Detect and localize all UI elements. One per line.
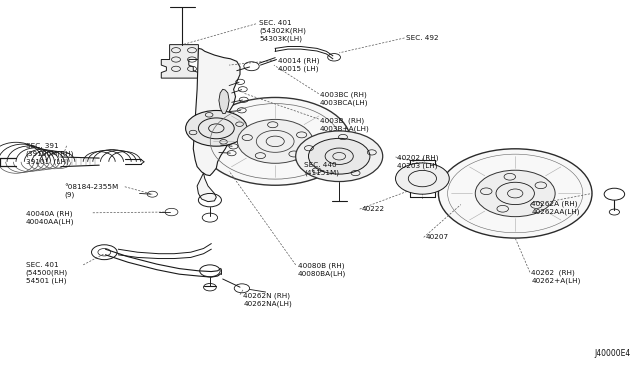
Text: 40262  (RH)
40262+A(LH): 40262 (RH) 40262+A(LH) [531, 270, 580, 284]
Polygon shape [193, 48, 240, 176]
Text: 40262N (RH)
40262NA(LH): 40262N (RH) 40262NA(LH) [243, 292, 292, 307]
Polygon shape [161, 45, 198, 78]
Text: 40262A (RH)
40262AA(LH): 40262A (RH) 40262AA(LH) [531, 201, 580, 215]
Circle shape [308, 138, 370, 174]
Text: J40000E4: J40000E4 [594, 349, 630, 358]
Circle shape [200, 97, 351, 185]
Text: 40080B (RH)
40080BA(LH): 40080B (RH) 40080BA(LH) [298, 262, 346, 277]
Polygon shape [197, 173, 216, 202]
Text: SEC. 440
(41151M): SEC. 440 (41151M) [304, 162, 339, 176]
Circle shape [237, 119, 313, 163]
Circle shape [396, 163, 449, 194]
Text: 4003BC (RH)
4003BCA(LH): 4003BC (RH) 4003BCA(LH) [320, 91, 369, 106]
Circle shape [476, 170, 555, 217]
Text: °08184-2355M
(9): °08184-2355M (9) [64, 184, 118, 198]
Text: 40014 (RH)
40015 (LH): 40014 (RH) 40015 (LH) [278, 58, 320, 72]
Text: SEC. 492: SEC. 492 [406, 35, 439, 41]
Circle shape [296, 131, 383, 182]
Text: 4003B  (RH)
4003B+A(LH): 4003B (RH) 4003B+A(LH) [320, 117, 370, 132]
Text: 40040A (RH)
40040AA(LH): 40040A (RH) 40040AA(LH) [26, 210, 74, 225]
Text: 40222: 40222 [362, 206, 385, 212]
Text: 40202 (RH)
40203 (LH): 40202 (RH) 40203 (LH) [397, 154, 438, 169]
Text: SEC. 401
(54500(RH)
54501 (LH): SEC. 401 (54500(RH) 54501 (LH) [26, 262, 68, 284]
Text: SEC. 391
(39100M(RH)
39101  (LH): SEC. 391 (39100M(RH) 39101 (LH) [26, 143, 74, 165]
Polygon shape [219, 89, 229, 113]
Circle shape [186, 110, 247, 146]
Circle shape [438, 149, 592, 238]
Text: SEC. 401
(54302K(RH)
54303K(LH): SEC. 401 (54302K(RH) 54303K(LH) [259, 20, 306, 42]
Text: 40207: 40207 [426, 234, 449, 240]
